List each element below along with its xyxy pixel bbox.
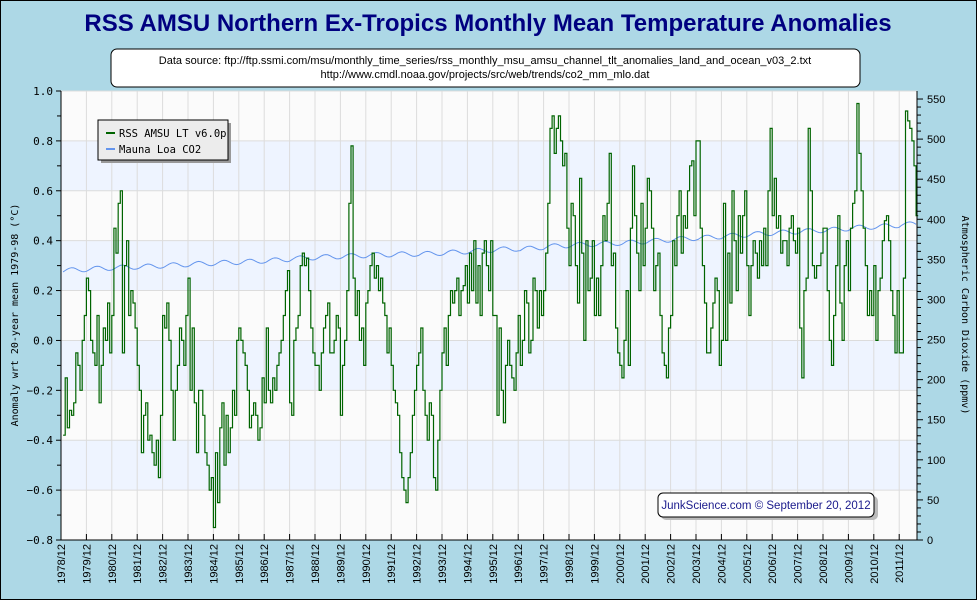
plot-band <box>61 440 917 491</box>
y2-tick-label: 250 <box>927 335 945 347</box>
series-co2 <box>62 221 917 273</box>
x-tick-label: 2003/12 <box>691 544 703 584</box>
y2-tick-label: 150 <box>927 415 945 427</box>
x-tick-label: 1981/12 <box>132 544 144 584</box>
x-tick-label: 1994/12 <box>462 544 474 584</box>
y2-tick-label: 50 <box>927 495 939 507</box>
credit-text: JunkScience.com © September 20, 2012 <box>661 500 870 512</box>
y2-tick-label: 0 <box>927 535 933 547</box>
credit-box: JunkScience.com © September 20, 2012 <box>657 492 878 520</box>
rss-line <box>63 102 919 529</box>
y-tick-label: 0.4 <box>33 235 53 248</box>
series-rss <box>63 102 919 529</box>
x-tick-label: 1996/12 <box>513 544 525 584</box>
x-tick-label: 2009/12 <box>843 544 855 584</box>
x-tick-label: 1979/12 <box>81 544 93 584</box>
x-tick-label: 1990/12 <box>361 544 373 584</box>
co2-line <box>62 221 917 273</box>
x-tick-label: 1983/12 <box>183 544 195 584</box>
x-tick-label: 2005/12 <box>742 544 754 584</box>
x-tick-label: 1987/12 <box>285 544 297 584</box>
legend: RSS AMSU LT v6.0p Mauna Loa CO2 <box>97 119 231 163</box>
x-tick-label: 2007/12 <box>793 544 805 584</box>
y-axis-label: Anomaly wrt 20-year mean 1979-98 (°C) <box>10 204 21 427</box>
axes: 1.00.80.60.40.20.0−0.2−0.4−0.6−0.8550500… <box>27 85 946 584</box>
x-tick-label: 1991/12 <box>386 544 398 584</box>
x-tick-label: 1980/12 <box>107 544 119 584</box>
y-tick-label: −0.8 <box>27 534 54 547</box>
y-tick-label: −0.2 <box>27 384 54 397</box>
x-tick-label: 1989/12 <box>335 544 347 584</box>
source-box-frame <box>110 48 861 88</box>
source-line-2: http://www.cmdl.noaa.gov/projects/src/we… <box>321 69 650 81</box>
legend-box <box>97 119 229 161</box>
x-tick-label: 2002/12 <box>666 544 678 584</box>
y2-tick-label: 400 <box>927 214 945 226</box>
source-line-1: Data source: ftp://ftp.ssmi.com/msu/mont… <box>159 55 811 67</box>
x-tick-label: 2001/12 <box>640 544 652 584</box>
x-tick-label: 1993/12 <box>437 544 449 584</box>
x-tick-label: 1997/12 <box>539 544 551 584</box>
x-tick-label: 2006/12 <box>767 544 779 584</box>
plot-background <box>61 91 917 540</box>
x-tick-label: 2000/12 <box>615 544 627 584</box>
x-tick-label: 1984/12 <box>208 544 220 584</box>
chart-title: RSS AMSU Northern Ex-Tropics Monthly Mea… <box>84 10 891 37</box>
y2-axis-label: Atmospheric Carbon Dioxide (ppmv) <box>959 216 970 415</box>
x-tick-label: 1995/12 <box>488 544 500 584</box>
legend-label-co2: Mauna Loa CO2 <box>119 144 201 156</box>
x-tick-label: 2011/12 <box>894 544 906 583</box>
y2-tick-label: 500 <box>927 134 945 146</box>
y-tick-label: 0.6 <box>33 185 53 198</box>
plot-band <box>61 340 917 391</box>
y2-tick-label: 200 <box>927 375 945 387</box>
x-tick-label: 1988/12 <box>310 544 322 584</box>
x-tick-label: 1999/12 <box>589 544 601 584</box>
y-tick-label: 0.0 <box>33 334 53 347</box>
y2-tick-label: 100 <box>927 455 945 467</box>
y-tick-label: 1.0 <box>33 85 53 98</box>
x-tick-label: 2008/12 <box>818 544 830 584</box>
y-tick-label: 0.8 <box>33 135 53 148</box>
y-tick-label: −0.6 <box>27 484 54 497</box>
y-tick-label: −0.4 <box>27 434 54 447</box>
x-tick-label: 1978/12 <box>56 544 68 584</box>
credit-frame <box>657 492 875 518</box>
x-tick-label: 2004/12 <box>716 544 728 584</box>
y-tick-label: 0.2 <box>33 285 53 298</box>
y2-tick-label: 450 <box>927 174 945 186</box>
source-box: Data source: ftp://ftp.ssmi.com/msu/mont… <box>110 48 861 88</box>
x-tick-label: 1986/12 <box>259 544 271 584</box>
x-tick-label: 2010/12 <box>869 544 881 584</box>
y2-tick-label: 300 <box>927 294 945 306</box>
legend-label-rss: RSS AMSU LT v6.0p <box>119 128 226 140</box>
x-tick-label: 1992/12 <box>412 544 424 584</box>
y2-tick-label: 350 <box>927 254 945 266</box>
x-tick-label: 1982/12 <box>158 544 170 584</box>
y2-tick-label: 550 <box>927 94 945 106</box>
x-tick-label: 1998/12 <box>564 544 576 584</box>
x-tick-label: 1985/12 <box>234 544 246 584</box>
